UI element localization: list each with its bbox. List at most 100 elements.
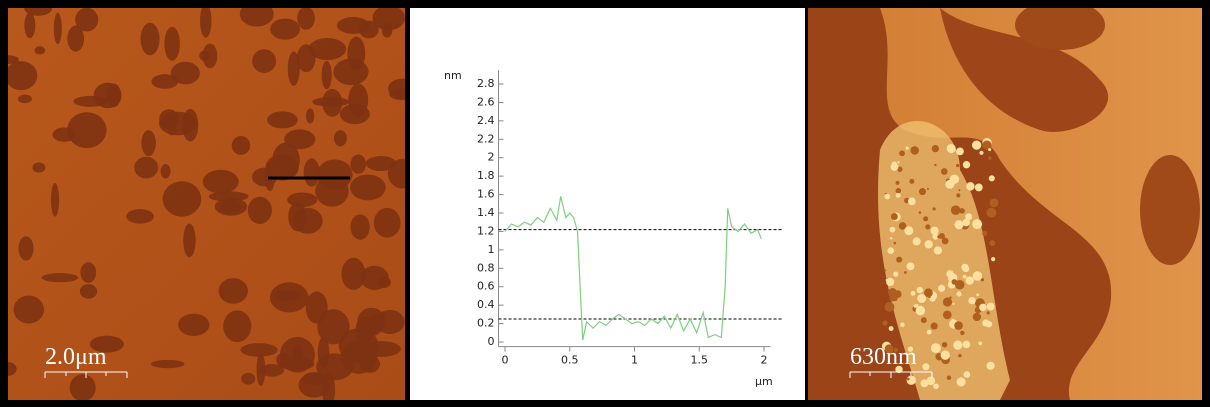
speck [961,264,968,271]
domain [374,208,401,238]
y-tick-label: 2.2 [477,132,495,145]
speck [976,293,979,296]
domain [272,143,300,178]
y-tick-label: 0.6 [477,280,495,293]
domain [51,183,59,217]
domain [252,49,276,73]
speck [963,275,967,279]
speck [937,235,940,238]
speck [931,322,938,329]
speck [896,257,902,263]
speck [942,238,949,245]
domain [24,13,35,39]
speck [989,240,995,246]
domain [287,192,317,207]
speck [958,189,960,191]
speck [951,205,961,215]
speck [963,161,970,168]
speck [943,297,952,306]
domain [163,181,202,216]
speck [891,213,898,220]
domain [317,309,349,344]
speck [916,287,923,294]
speck [990,198,999,207]
domain [362,341,401,357]
domain [182,109,198,142]
speck [900,322,905,327]
speck [896,181,900,185]
domain [42,273,79,282]
y-tick-label: 2.4 [477,114,495,127]
speck [988,156,991,159]
speck [956,164,959,167]
domain [199,51,209,61]
profile-panel [410,8,805,400]
domain [168,127,176,135]
speck [986,208,996,218]
speck [904,226,913,235]
domain [340,104,370,124]
speck [934,164,936,166]
domain [178,314,209,336]
speck [919,211,922,214]
speck [979,151,983,155]
domain [94,83,122,109]
speck [899,150,905,156]
speck [968,297,975,304]
speck [933,383,939,389]
speck [991,257,995,261]
speck [956,291,961,296]
speck [943,311,952,320]
domain [151,74,178,88]
speck [925,224,930,229]
speck [890,237,892,239]
speck [960,331,964,335]
domain [309,38,346,60]
domain [232,136,251,155]
y-tick-label: 1.2 [477,224,495,237]
domain [164,27,179,61]
domain [297,7,315,30]
domain [183,224,195,258]
speck [941,168,948,175]
domain [315,175,348,206]
speck [908,197,916,205]
domain [248,197,272,224]
speck [934,246,942,254]
speck [916,306,926,316]
speck [938,285,945,292]
speck [884,194,890,200]
speck [957,377,966,386]
speck [958,354,961,357]
x-axis-label: μm [755,375,773,388]
domain [382,22,392,37]
speck [896,193,901,198]
speck [917,294,926,303]
domain [134,157,158,179]
x-tick-label: 1 [631,354,638,367]
speck [987,311,990,314]
domain [288,51,300,86]
domain [219,278,248,304]
speck [933,207,936,210]
speck [930,227,938,235]
domain [270,19,300,40]
speck [924,240,932,248]
speck [946,270,953,277]
speck [988,148,991,151]
speck [951,319,954,322]
domain [333,59,368,85]
domain [141,23,160,56]
speck [896,188,901,193]
speck [949,296,951,298]
speck [907,378,910,381]
speck [965,276,973,284]
x-tick-label: 0.5 [561,354,579,367]
y-tick-label: 2.6 [477,95,495,108]
speck [982,231,987,236]
domain [200,4,212,38]
domain [5,61,37,90]
speck [987,303,995,311]
domain [337,17,370,34]
y-tick-label: 1.8 [477,169,495,182]
